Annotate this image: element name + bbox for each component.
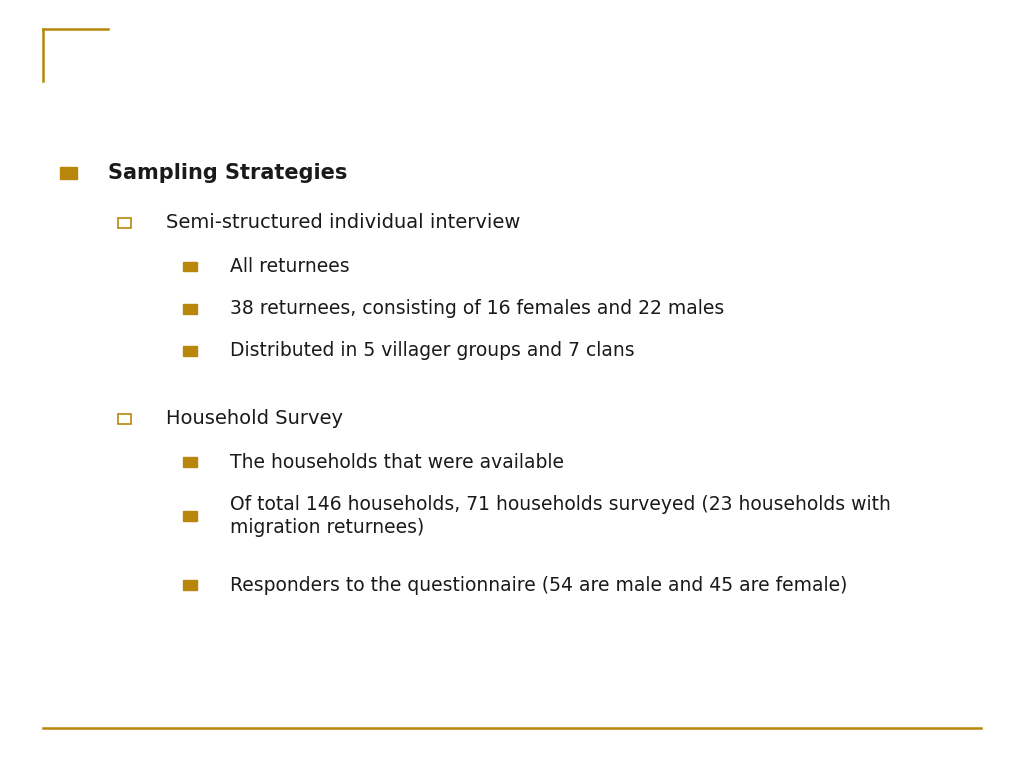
Text: 38 returnees, consisting of 16 females and 22 males: 38 returnees, consisting of 16 females a… <box>230 300 725 318</box>
Polygon shape <box>183 261 197 271</box>
Text: Semi-structured individual interview: Semi-structured individual interview <box>166 214 520 232</box>
Text: Sampling Strategies: Sampling Strategies <box>108 163 347 183</box>
Polygon shape <box>183 304 197 313</box>
Polygon shape <box>183 346 197 356</box>
Text: Responders to the questionnaire (54 are male and 45 are female): Responders to the questionnaire (54 are … <box>230 576 848 594</box>
Text: Distributed in 5 villager groups and 7 clans: Distributed in 5 villager groups and 7 c… <box>230 342 635 360</box>
Text: The households that were available: The households that were available <box>230 453 564 472</box>
Text: All returnees: All returnees <box>230 257 350 276</box>
Polygon shape <box>183 458 197 467</box>
Polygon shape <box>183 581 197 591</box>
Text: Household Survey: Household Survey <box>166 409 343 428</box>
Text: Of total 146 households, 71 households surveyed (23 households with
migration re: Of total 146 households, 71 households s… <box>230 495 891 538</box>
Polygon shape <box>60 167 77 179</box>
Polygon shape <box>183 511 197 521</box>
